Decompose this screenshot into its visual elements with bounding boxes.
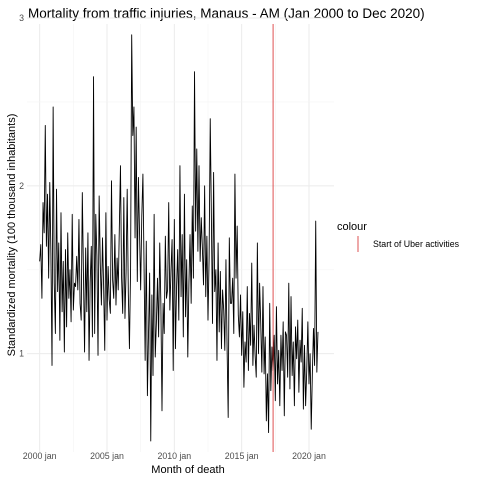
y-tick-label: 3	[19, 13, 24, 23]
legend: colour Start of Uber activities	[337, 221, 460, 252]
x-tick-label: 2010 jan	[157, 451, 191, 461]
legend-entry-label: Start of Uber activities	[373, 239, 460, 249]
legend-title: colour	[337, 221, 367, 233]
x-axis-ticks: 2000 jan 2005 jan 2010 jan 2015 jan 2020 jan	[23, 451, 326, 461]
chart-title: Mortality from traffic injuries, Manaus …	[28, 6, 425, 21]
x-tick-label: 2000 jan	[23, 451, 57, 461]
series-line	[39, 34, 319, 442]
x-axis-label: Month of death	[151, 464, 224, 476]
x-tick-label: 2020 jan	[292, 451, 326, 461]
x-tick-label: 2015 jan	[225, 451, 259, 461]
y-axis-ticks: 1 2 3	[19, 13, 24, 359]
y-axis-label: Standardized mortality (100 thousand inh…	[6, 114, 18, 357]
y-tick-label: 2	[19, 181, 24, 191]
plot-series	[39, 34, 319, 442]
x-tick-label: 2005 jan	[90, 451, 124, 461]
y-tick-label: 1	[19, 349, 24, 359]
